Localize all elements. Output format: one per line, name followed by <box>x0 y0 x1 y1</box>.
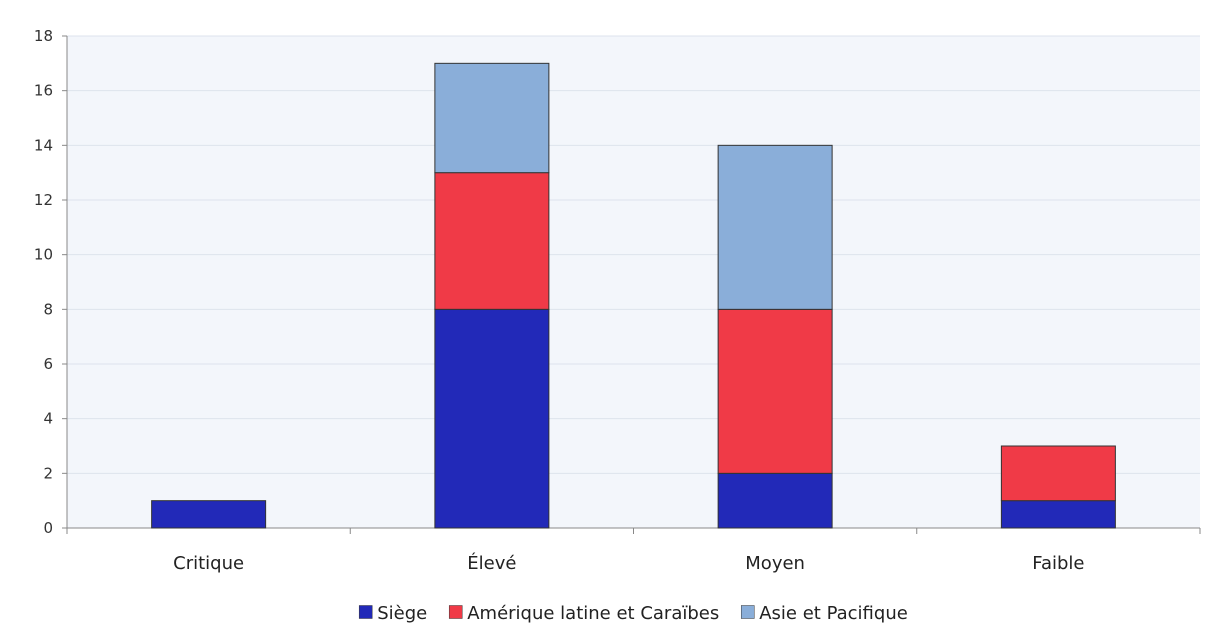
bar-0-series-0 <box>151 500 267 529</box>
x-category-label-0: Critique <box>173 553 244 574</box>
legend-label-0: Siège <box>377 603 427 624</box>
y-tick-label-14: 14 <box>34 136 53 154</box>
bar-2-series-2 <box>717 144 833 310</box>
y-tick-label-2: 2 <box>43 464 53 482</box>
y-tick-label-8: 8 <box>43 300 53 318</box>
y-tick-label-16: 16 <box>34 82 53 100</box>
legend-swatch-0 <box>358 605 373 619</box>
x-category-label-1: Élevé <box>467 552 516 574</box>
legend: Siège Amérique latine et Caraïbes Asie et … <box>358 603 908 624</box>
x-category-labels: Critique Élevé Moyen Faible <box>173 552 1084 574</box>
bar-3-series-1 <box>1000 445 1116 502</box>
y-tick-labels: 0 2 4 6 8 10 12 14 16 18 <box>34 27 53 537</box>
gridlines <box>67 35 1200 474</box>
bar-2-series-0 <box>717 472 833 529</box>
bar-1-series-1 <box>434 172 550 310</box>
y-tick-label-12: 12 <box>34 191 53 209</box>
x-category-label-2: Moyen <box>745 553 805 574</box>
y-tick-label-0: 0 <box>43 519 53 537</box>
bar-3-series-0 <box>1000 500 1116 529</box>
legend-label-2: Asie et Pacifique <box>759 603 908 624</box>
legend-swatch-1 <box>448 605 463 619</box>
bar-1-series-2 <box>434 62 550 174</box>
bars <box>151 62 1116 529</box>
bar-1-series-0 <box>434 308 550 529</box>
x-category-label-3: Faible <box>1032 553 1084 574</box>
legend-swatch-2 <box>740 605 755 619</box>
legend-label-1: Amérique latine et Caraïbes <box>467 603 719 624</box>
y-tick-label-4: 4 <box>43 410 53 428</box>
y-tick-label-6: 6 <box>43 355 53 373</box>
bar-2-series-1 <box>717 308 833 474</box>
y-tick-label-10: 10 <box>34 246 53 264</box>
y-tick-label-18: 18 <box>34 27 53 45</box>
